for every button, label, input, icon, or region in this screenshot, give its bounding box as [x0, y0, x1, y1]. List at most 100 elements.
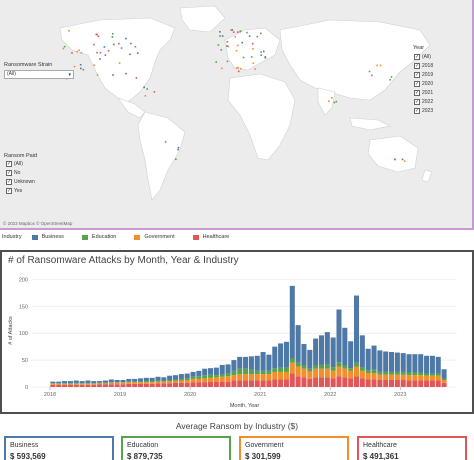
bar-segment-education[interactable] [441, 378, 447, 381]
bar-segment-business[interactable] [272, 346, 278, 369]
bar-segment-business[interactable] [149, 377, 155, 382]
bar-segment-healthcare[interactable] [324, 377, 330, 387]
bar-segment-business[interactable] [406, 354, 412, 373]
bar-segment-education[interactable] [377, 371, 383, 375]
bar-segment-business[interactable] [313, 338, 319, 366]
bar-segment-government[interactable] [389, 374, 395, 381]
bar-segment-government[interactable] [213, 377, 219, 382]
bar-segment-healthcare[interactable] [313, 377, 319, 387]
bar-segment-education[interactable] [62, 383, 68, 384]
attack-marker[interactable] [217, 44, 220, 46]
bar-segment-government[interactable] [79, 383, 85, 385]
bar-segment-healthcare[interactable] [67, 384, 73, 387]
bar-segment-government[interactable] [400, 374, 406, 381]
bar-segment-education[interactable] [143, 381, 149, 383]
bar-segment-government[interactable] [137, 382, 144, 384]
legend-item-education[interactable]: Education [81, 234, 116, 240]
bar-segment-healthcare[interactable] [219, 381, 225, 387]
attack-marker[interactable] [333, 101, 336, 104]
attack-marker[interactable] [73, 65, 76, 68]
bar-segment-education[interactable] [365, 370, 371, 374]
attack-marker[interactable] [250, 56, 253, 58]
bar-segment-healthcare[interactable] [120, 384, 126, 387]
attack-marker[interactable] [241, 41, 243, 44]
bar-segment-government[interactable] [330, 370, 336, 379]
bar-segment-education[interactable] [167, 380, 173, 382]
bar-segment-business[interactable] [435, 356, 441, 374]
bar-segment-healthcare[interactable] [213, 381, 219, 387]
bar-segment-business[interactable] [330, 337, 336, 368]
attack-marker[interactable] [331, 97, 333, 99]
bar-segment-education[interactable] [161, 380, 167, 382]
bar-segment-government[interactable] [336, 366, 342, 377]
bar-segment-education[interactable] [79, 383, 85, 384]
attack-marker[interactable] [235, 49, 238, 52]
bar-segment-healthcare[interactable] [359, 378, 365, 387]
bar-segment-business[interactable] [424, 355, 430, 374]
attack-marker[interactable] [118, 42, 120, 45]
bar-segment-education[interactable] [173, 379, 179, 381]
attack-marker[interactable] [111, 36, 114, 38]
bar-segment-healthcare[interactable] [412, 380, 418, 387]
bar-segment-business[interactable] [161, 377, 167, 381]
bar-segment-education[interactable] [73, 383, 79, 384]
bar-segment-business[interactable] [254, 355, 260, 371]
bar-segment-healthcare[interactable] [441, 382, 447, 387]
bar-segment-education[interactable] [400, 371, 406, 375]
bar-segment-business[interactable] [102, 380, 108, 383]
bar-segment-healthcare[interactable] [62, 384, 68, 387]
attack-marker[interactable] [118, 62, 121, 64]
bar-segment-government[interactable] [219, 376, 225, 382]
bar-segment-business[interactable] [132, 378, 138, 382]
bar-segment-government[interactable] [348, 370, 354, 379]
attack-marker[interactable] [113, 43, 115, 46]
bar-segment-education[interactable] [137, 381, 144, 383]
bar-segment-business[interactable] [324, 332, 330, 365]
bar-segment-government[interactable] [307, 371, 313, 379]
bar-segment-government[interactable] [260, 374, 266, 381]
bar-segment-education[interactable] [406, 372, 412, 376]
bar-segment-business[interactable] [62, 381, 68, 384]
attack-marker[interactable] [235, 67, 238, 69]
bar-segment-healthcare[interactable] [167, 383, 173, 387]
bar-segment-government[interactable] [383, 374, 389, 381]
bar-segment-education[interactable] [418, 372, 424, 376]
attack-marker[interactable] [219, 35, 221, 37]
bar-segment-education[interactable] [359, 367, 365, 371]
bar-segment-education[interactable] [108, 382, 114, 383]
attack-marker[interactable] [231, 29, 234, 31]
attack-marker[interactable] [112, 74, 114, 76]
bar-segment-education[interactable] [155, 380, 161, 382]
attack-marker[interactable] [264, 55, 267, 58]
bar-segment-business[interactable] [412, 354, 418, 373]
attack-marker[interactable] [226, 45, 228, 47]
bar-segment-education[interactable] [301, 365, 307, 369]
bar-segment-healthcare[interactable] [114, 384, 120, 387]
bar-segment-education[interactable] [102, 382, 108, 384]
world-map[interactable] [0, 0, 472, 228]
attack-marker[interactable] [221, 35, 224, 37]
bar-segment-healthcare[interactable] [231, 380, 237, 387]
bar-segment-business[interactable] [301, 343, 307, 366]
bar-segment-government[interactable] [359, 370, 365, 379]
bar-segment-business[interactable] [67, 381, 73, 384]
bar-segment-healthcare[interactable] [155, 383, 161, 387]
bar-segment-business[interactable] [394, 352, 400, 372]
bar-segment-healthcare[interactable] [73, 384, 79, 387]
bar-segment-education[interactable] [248, 369, 254, 375]
bar-segment-healthcare[interactable] [237, 380, 243, 387]
legend-item-government[interactable]: Government [134, 234, 175, 240]
bar-segment-government[interactable] [435, 375, 441, 381]
bar-segment-business[interactable] [342, 327, 348, 366]
legend-item-business[interactable]: Business [31, 234, 64, 240]
bar-segment-government[interactable] [371, 373, 377, 380]
attack-marker[interactable] [95, 33, 98, 36]
bar-segment-education[interactable] [435, 373, 441, 376]
bar-segment-business[interactable] [353, 295, 360, 363]
bar-segment-healthcare[interactable] [336, 376, 342, 387]
bar-segment-education[interactable] [429, 373, 435, 376]
attack-marker[interactable] [96, 74, 99, 76]
bar-segment-government[interactable] [295, 366, 301, 377]
bar-segment-business[interactable] [56, 381, 62, 384]
bar-segment-government[interactable] [318, 368, 324, 378]
